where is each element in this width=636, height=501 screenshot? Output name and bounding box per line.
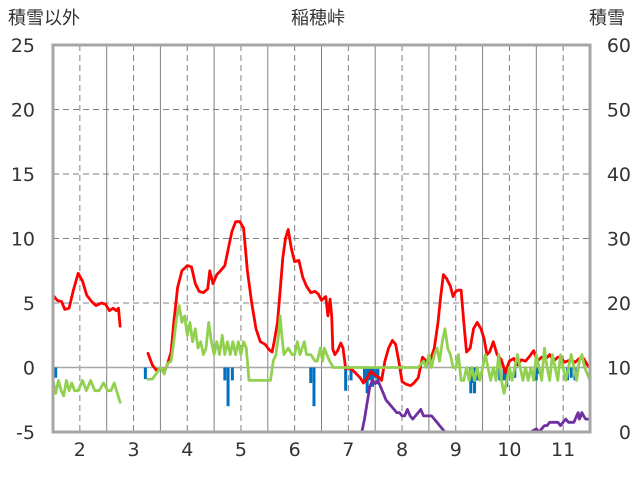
- chart-title: 稲穂峠: [291, 8, 345, 29]
- bar-mark: [344, 367, 348, 391]
- bar-mark: [349, 367, 353, 381]
- series-line: [146, 379, 592, 434]
- y-right-tick-label: 50: [607, 100, 631, 122]
- x-tick-label: 10: [497, 439, 521, 461]
- x-tick-label: 3: [128, 439, 140, 461]
- x-tick-label: 8: [396, 439, 408, 461]
- bar-mark: [54, 367, 58, 378]
- bar-mark: [534, 367, 538, 381]
- x-tick-label: 7: [342, 439, 354, 461]
- axes: [51, 43, 592, 434]
- bar-mark: [362, 367, 366, 383]
- bar-mark: [223, 367, 227, 381]
- bar-mark: [373, 367, 377, 378]
- x-tick-label: 6: [289, 439, 301, 461]
- y-right-tick-label: 0: [619, 422, 631, 444]
- y-left-tick-label: 5: [23, 293, 35, 315]
- series-line: [146, 220, 592, 387]
- series-line: [51, 271, 122, 328]
- bar-mark: [469, 367, 473, 394]
- y-left-tick-label: 25: [11, 35, 35, 57]
- tick-labels: -5 0 5 10 15 20 25 0 10 20 30 40 50 60 2 3 4 5 6 7 8 9 10 11: [11, 35, 631, 461]
- x-tick-label: 4: [181, 439, 193, 461]
- x-tick-label: 5: [235, 439, 247, 461]
- y-right-tick-label: 10: [607, 358, 631, 380]
- left-axis-label: 積雪以外: [8, 8, 80, 29]
- bar-mark: [226, 367, 230, 407]
- x-tick-label: 9: [450, 439, 462, 461]
- y-right-tick-label: 60: [607, 35, 631, 57]
- bar-mark: [230, 367, 234, 381]
- y-right-tick-label: 20: [607, 293, 631, 315]
- y-left-tick-label: 15: [11, 164, 35, 186]
- y-left-tick-label: -5: [16, 422, 35, 444]
- y-left-tick-label: 20: [11, 100, 35, 122]
- bar-mark: [569, 367, 573, 378]
- series-line: [146, 304, 592, 395]
- series-line: [51, 379, 122, 404]
- y-left-tick-label: 0: [23, 358, 35, 380]
- bar-mark: [502, 367, 506, 381]
- bar-mark: [371, 367, 375, 387]
- bar-mark: [309, 367, 313, 383]
- x-tick-label: 11: [551, 439, 575, 461]
- y-right-tick-label: 40: [607, 164, 631, 186]
- bar-mark: [312, 367, 316, 407]
- line-series: [51, 220, 592, 434]
- bar-mark: [143, 367, 147, 380]
- y-right-tick-label: 30: [607, 229, 631, 251]
- plot-frame: [51, 43, 592, 434]
- x-tick-label: 2: [74, 439, 86, 461]
- right-axis-label: 積雪: [589, 8, 625, 29]
- y-left-tick-label: 10: [11, 229, 35, 251]
